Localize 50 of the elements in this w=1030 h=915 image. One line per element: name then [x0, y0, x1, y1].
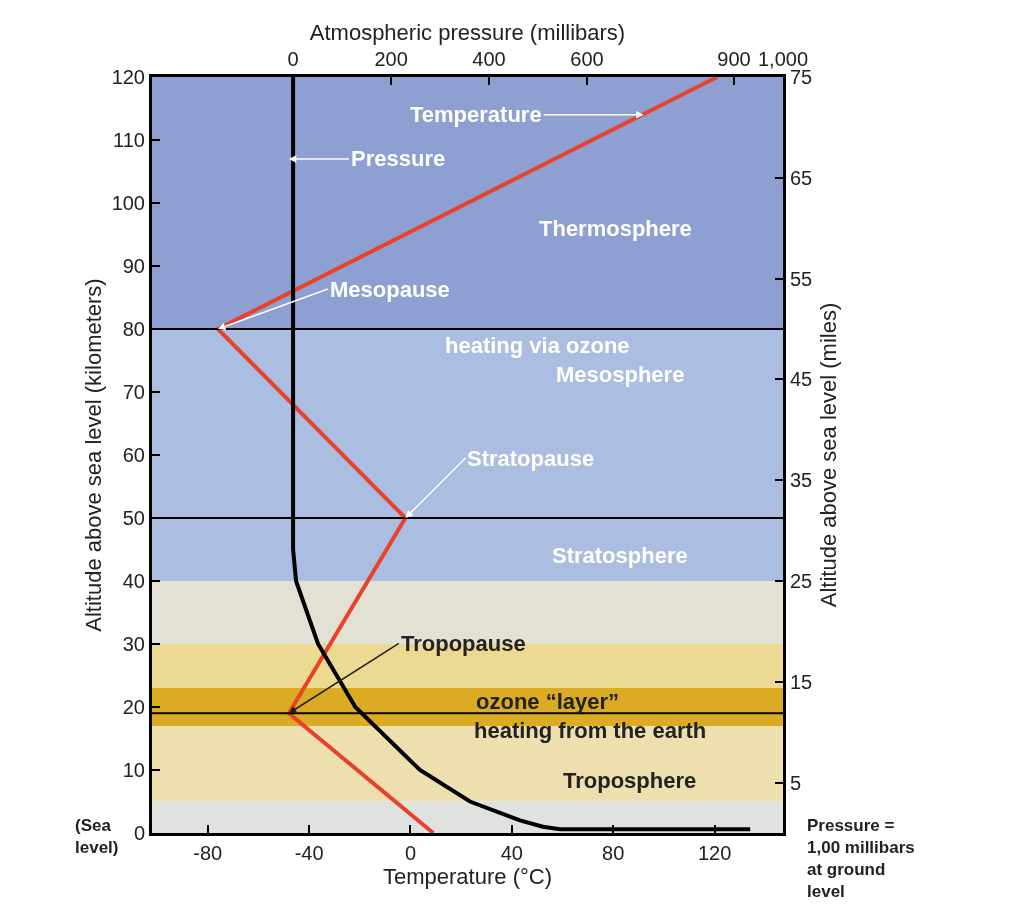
y2-tick-label: 15	[790, 670, 813, 693]
x2-tick-label: 600	[570, 48, 604, 70]
y2-tick-label: 45	[790, 368, 813, 391]
y-tick-label: 60	[122, 444, 145, 466]
annotation: heating from the earth	[474, 718, 707, 743]
y2-tick-label: 25	[790, 570, 813, 592]
y2-tick-label: 5	[790, 771, 802, 794]
x-tick-label: 80	[602, 842, 625, 864]
y-tick-label: 120	[111, 66, 145, 88]
x2-tick-label: 400	[472, 48, 506, 70]
x-tick-label: -80	[193, 842, 223, 864]
y-axis-title: Altitude above sea level (kilometers)	[81, 278, 107, 632]
y2-tick-label: 65	[790, 166, 813, 189]
y-tick-label: 110	[113, 129, 145, 151]
text: Pressure = 1,00 millibars at ground level	[807, 816, 915, 902]
text: (Sea level)	[75, 816, 119, 858]
y-tick-label: 30	[122, 633, 145, 655]
y-tick-label: 50	[122, 507, 145, 529]
y-tick-label: 80	[122, 318, 145, 340]
x-tick-label: 0	[404, 842, 417, 864]
annotation: Mesopause	[330, 277, 450, 302]
annotation: Stratopause	[467, 446, 595, 471]
x-tick-label: -40	[294, 842, 324, 864]
y2-axis-title: Altitude above sea level (miles)	[816, 302, 842, 608]
annotation: ozone “layer”	[476, 689, 620, 714]
x2-tick-label: 0	[287, 48, 299, 70]
y2-tick-label: 55	[790, 267, 813, 290]
x-tick-label: 40	[500, 842, 523, 864]
annotation: Mesosphere	[556, 362, 685, 387]
y-tick-label: 100	[111, 192, 145, 214]
annotation: Tropopause	[401, 631, 526, 656]
y-tick-label: 70	[122, 381, 145, 403]
x2-axis-title: Atmospheric pressure (millibars)	[309, 19, 626, 45]
y-tick-label: 20	[122, 696, 145, 718]
x2-tick-label: 900	[717, 48, 751, 70]
y-tick-label: 40	[122, 570, 145, 592]
x-axis-title: Temperature (°C)	[383, 864, 552, 889]
annotation: heating via ozone	[445, 333, 630, 358]
x-tick-label: 120	[697, 842, 732, 864]
annotation: Temperature	[410, 102, 542, 127]
y2-tick-label: 35	[790, 469, 813, 492]
y-tick-label: 0	[133, 822, 145, 844]
annotation: Pressure	[351, 146, 446, 171]
line-series	[215, 77, 720, 833]
annotation: Thermosphere	[539, 216, 692, 241]
y-tick-label: 90	[122, 255, 145, 277]
annotation: Troposphere	[563, 768, 697, 793]
annotation: Stratosphere	[552, 543, 688, 568]
y-tick-label: 10	[122, 759, 145, 781]
x2-tick-label: 200	[374, 48, 408, 70]
